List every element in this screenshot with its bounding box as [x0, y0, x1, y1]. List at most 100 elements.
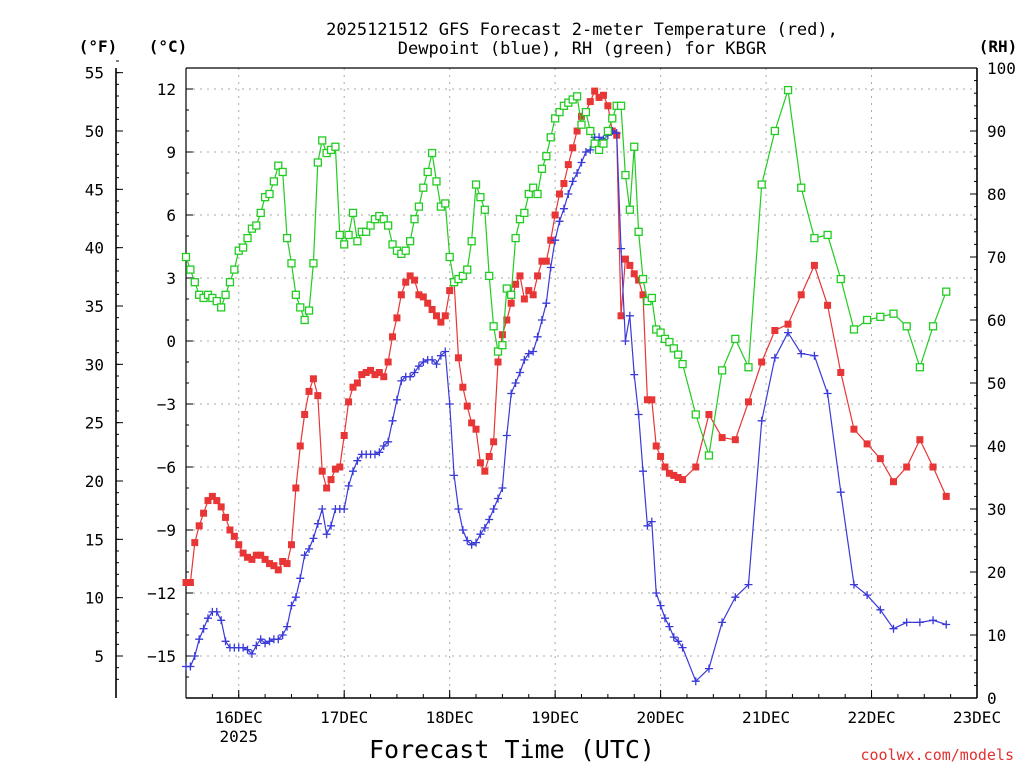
temperature-point	[916, 436, 924, 444]
dewpoint-point	[428, 355, 437, 364]
fahrenheit-tick-label: 35	[85, 297, 104, 316]
rh-tick-label: 100	[987, 59, 1016, 78]
rh-point	[318, 136, 327, 145]
dewpoint-point	[450, 471, 459, 480]
temperature-point	[230, 532, 238, 540]
dewpoint-point	[370, 450, 379, 459]
celsius-tick-label: −3	[157, 395, 176, 414]
dewpoint-point	[287, 601, 296, 610]
dewpoint-point	[621, 337, 630, 345]
rh-point	[524, 189, 533, 199]
rh-point	[621, 170, 630, 180]
rh-point	[340, 240, 349, 249]
temperature-point	[784, 320, 792, 328]
rh-point	[507, 290, 516, 299]
dewpoint-point	[542, 299, 551, 308]
fahrenheit-tick-label: 5	[94, 647, 104, 666]
dewpoint-point	[441, 347, 450, 356]
rh-point	[388, 240, 397, 249]
rh-point	[181, 252, 191, 262]
dewpoint-point	[529, 347, 538, 356]
credit-text: coolwx.com/models	[860, 746, 1014, 764]
rh-tick-label: 0	[987, 689, 997, 708]
x-tick-label: 20DEC	[637, 708, 685, 727]
temperature-point	[520, 295, 528, 303]
temperature-point	[296, 442, 304, 450]
rh-point	[291, 290, 301, 299]
rh-point	[520, 208, 529, 218]
rh-point	[432, 177, 441, 186]
temperature-point	[432, 312, 440, 320]
temperature-point	[621, 255, 629, 263]
dewpoint-point	[524, 349, 533, 358]
temperature-point	[353, 379, 361, 387]
dewpoint-point	[625, 311, 634, 320]
rh-point	[608, 114, 617, 123]
dewpoint-point	[436, 351, 445, 360]
temperature-point	[446, 287, 454, 295]
temperature-point	[771, 327, 779, 334]
temperature-point	[630, 270, 638, 278]
dewpoint-point	[344, 481, 353, 490]
dewpoint-point	[190, 652, 199, 660]
temperature-point	[301, 411, 309, 418]
rh-point	[405, 237, 415, 246]
dewpoint-point	[243, 645, 252, 654]
temperature-point	[525, 287, 533, 295]
temperature-point	[200, 509, 208, 517]
rh-tick-label: 60	[987, 311, 1006, 330]
rh-point	[313, 158, 322, 167]
temperature-point	[731, 436, 739, 444]
dewpoint-point	[384, 437, 393, 446]
temperature-point	[586, 98, 594, 106]
rh-point	[252, 221, 261, 230]
rh-point	[546, 133, 555, 142]
dewpoint-point	[353, 456, 362, 465]
rh-point	[265, 189, 274, 199]
temperature-point	[569, 144, 577, 152]
rh-point	[423, 167, 432, 177]
dewpoint-point	[278, 631, 287, 639]
rh-point	[304, 306, 314, 315]
temperature-point	[375, 369, 383, 376]
rh-point	[647, 293, 656, 303]
dewpoint-point	[617, 244, 626, 253]
temperature-point	[406, 272, 414, 280]
celsius-tick-label: −9	[157, 521, 176, 540]
temperature-point	[402, 278, 410, 286]
temperature-point	[424, 299, 432, 307]
x-tick-label: 21DEC	[742, 708, 790, 727]
rh-point	[476, 192, 485, 202]
dewpoint-point	[296, 574, 305, 583]
temperature-point	[626, 261, 634, 269]
dewpoint-point	[929, 616, 938, 625]
temperature-point	[371, 371, 379, 379]
temperature-point	[542, 257, 550, 265]
series-plus	[182, 127, 951, 686]
dewpoint-point	[283, 622, 292, 631]
dewpoint-point	[515, 368, 524, 377]
dewpoint-point	[652, 589, 661, 597]
dewpoint-point	[533, 332, 542, 341]
dewpoint-point	[586, 145, 595, 154]
dewpoint-point	[836, 488, 845, 497]
dewpoint-point	[261, 639, 270, 648]
axes: 129630−3−6−9−12−155550454035302520151051…	[85, 59, 1016, 746]
dewpoint-point	[876, 605, 885, 614]
rh-point	[550, 114, 560, 123]
dewpoint-point	[744, 580, 753, 589]
dewpoint-point	[291, 593, 300, 602]
temperature-point	[283, 560, 291, 568]
rh-point	[243, 233, 252, 243]
celsius-tick-label: −15	[147, 647, 176, 666]
temperature-point	[604, 102, 612, 110]
dewpoint-point	[757, 416, 766, 425]
fahrenheit-tick-label: 45	[85, 180, 104, 199]
rh-point	[414, 202, 424, 211]
rh-point	[485, 271, 494, 281]
dewpoint-point	[630, 370, 639, 379]
dewpoint-point	[559, 204, 568, 213]
rh-point	[876, 312, 885, 322]
temperature-point	[235, 541, 243, 549]
temperature-point	[578, 112, 585, 120]
